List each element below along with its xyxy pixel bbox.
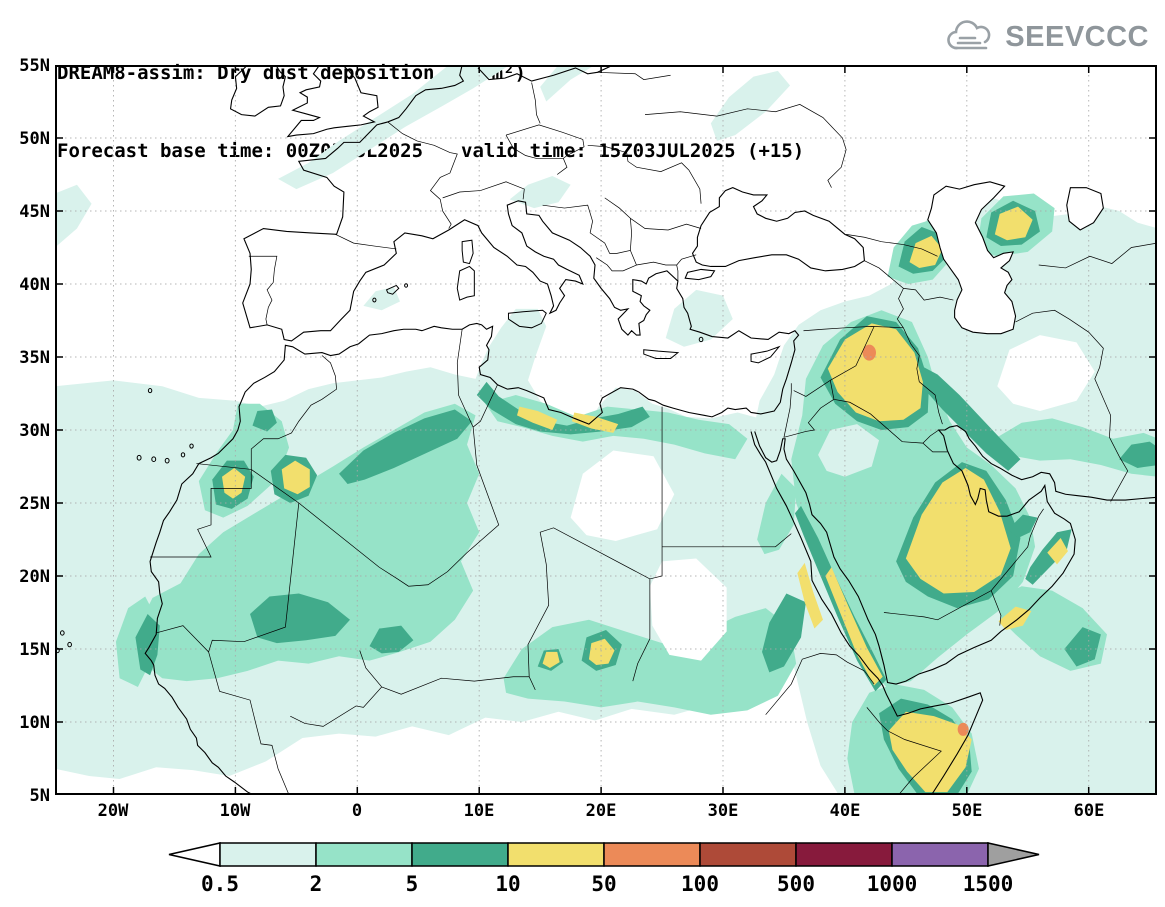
colorbar-right-arrow bbox=[987, 842, 1040, 867]
lat-axis-label: 10N bbox=[19, 713, 50, 733]
lon-axis-label: 60E bbox=[1073, 801, 1105, 821]
lon-axis-label: 20W bbox=[97, 801, 129, 821]
colorbar-segment bbox=[507, 842, 605, 867]
colorbar: 0.5 2 5 10 50 100 500 1000 1500 bbox=[165, 841, 1043, 899]
lon-axis-label: 40E bbox=[829, 801, 861, 821]
colorbar-label: 50 bbox=[591, 872, 616, 896]
colorbar-label: 1000 bbox=[867, 872, 918, 896]
lat-axis-label: 5N bbox=[29, 786, 50, 806]
lat-axis-label: 40N bbox=[19, 275, 50, 295]
colorbar-segment bbox=[891, 842, 989, 867]
sea-shapes bbox=[685, 182, 1103, 334]
colorbar-label: 5 bbox=[406, 872, 419, 896]
lon-axis-label: 20E bbox=[585, 801, 617, 821]
colorbar-segment bbox=[315, 842, 413, 867]
lat-axis-label: 35N bbox=[19, 348, 50, 368]
colorbar-label: 10 bbox=[495, 872, 520, 896]
valid-time: valid time: 15Z03JUL2025 (+15) bbox=[461, 140, 805, 162]
seevccc-logo: SEEVCCC bbox=[944, 18, 1149, 56]
colorbar-segment bbox=[219, 842, 317, 867]
colorbar-segment bbox=[795, 842, 893, 867]
islands bbox=[56, 240, 779, 652]
coastlines bbox=[145, 65, 1157, 795]
lat-axis-label: 20N bbox=[19, 567, 50, 587]
country-borders bbox=[150, 72, 1157, 795]
lon-axis-label: 10E bbox=[463, 801, 495, 821]
lat-axis-label: 50N bbox=[19, 129, 50, 149]
axis-ticks bbox=[55, 65, 1157, 795]
lon-axis-label: 50E bbox=[951, 801, 983, 821]
lat-axis-label: 55N bbox=[19, 56, 50, 76]
colorbar-segment bbox=[699, 842, 797, 867]
lat-axis-label: 45N bbox=[19, 202, 50, 222]
colorbar-segment bbox=[411, 842, 509, 867]
dust-layer-10 bbox=[222, 206, 1068, 793]
colorbar-label: 2 bbox=[310, 872, 323, 896]
logo-text: SEEVCCC bbox=[1005, 20, 1149, 53]
colorbar-label: 500 bbox=[777, 872, 815, 896]
lat-axis-label: 30N bbox=[19, 421, 50, 441]
lon-axis-label: 10W bbox=[219, 801, 251, 821]
page-title: DREAM8-assim: Dry dust deposition (mg/m²… bbox=[57, 62, 526, 84]
colorbar-left-arrow bbox=[168, 842, 221, 867]
colorbar-label: 0.5 bbox=[201, 872, 239, 896]
dust-layer-50 bbox=[862, 344, 969, 736]
cloud-icon bbox=[947, 20, 991, 50]
map-frame bbox=[55, 65, 1157, 795]
colorbar-label: 1500 bbox=[963, 872, 1014, 896]
dust-hole-cyan bbox=[818, 424, 880, 477]
forecast-map bbox=[55, 65, 1157, 795]
colorbar-segment bbox=[603, 842, 701, 867]
colorbar-label: 100 bbox=[681, 872, 719, 896]
lon-axis-label: 0 bbox=[351, 801, 363, 821]
lon-axis-label: 30E bbox=[707, 801, 739, 821]
lat-axis-label: 15N bbox=[19, 640, 50, 660]
lat-axis-label: 25N bbox=[19, 494, 50, 514]
graticule bbox=[55, 65, 1157, 795]
dust-holes bbox=[570, 335, 1095, 661]
